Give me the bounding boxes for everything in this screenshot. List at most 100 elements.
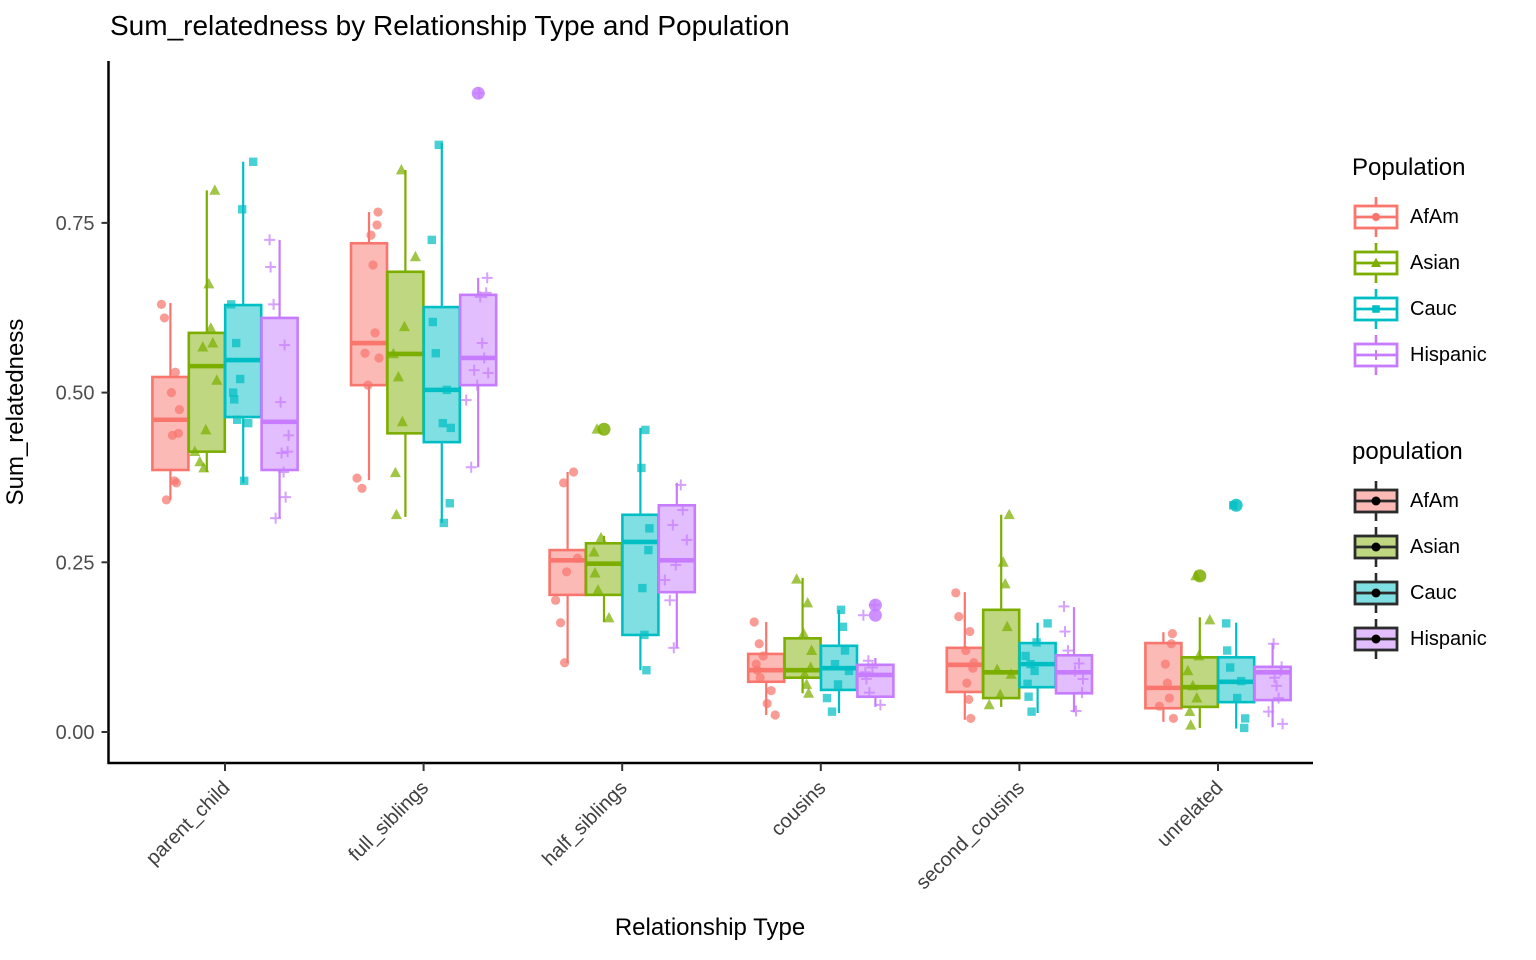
x-tick-label: full_siblings [344,777,433,866]
point-plus [460,394,472,406]
x-tick-label: half_siblings [538,777,631,870]
point-plus [681,534,693,546]
point-plus [278,466,290,478]
box-iqr [621,513,660,637]
point-square [1032,638,1041,647]
boxplot-key-icon [1353,335,1399,375]
point-plus [1277,718,1289,730]
legend-title: Population [1352,154,1466,181]
point-plus [866,662,878,674]
point-triangle [994,688,1006,700]
point-square [1024,692,1033,701]
point-circle [951,588,961,598]
point-plus [1273,692,1285,704]
boxplot-key-icon [1353,573,1399,613]
point-triangle [197,341,209,352]
box-iqr [1144,641,1183,710]
box-cousins-AfAm [746,617,786,720]
box-unrelated-Cauc [1216,498,1256,733]
point-plus [1275,665,1287,677]
point-plus [1263,706,1275,718]
box-second_cousins-Hispanic [1054,600,1094,717]
point-triangle [591,423,603,434]
point-triangle [589,567,601,578]
point-plus [1059,626,1071,638]
point-plus [471,379,483,391]
box-iqr [584,541,624,597]
point-triangle [1187,679,1199,691]
point-circle [166,388,176,398]
box-parent_child-Cauc [223,157,263,486]
point-square [1043,619,1052,628]
x-axis-title: Relationship Type [614,914,806,941]
point-triangle [1003,508,1015,520]
box-half_siblings-Cauc [621,425,660,675]
point-square [442,385,451,395]
legend-item-label: Cauc [1410,297,1457,320]
point-triangle [194,455,206,467]
point-square [1372,305,1380,313]
box-cousins-Asian [783,573,822,698]
point-triangle [803,687,815,698]
boxplot-key-icon [1353,243,1399,283]
point-plus [1268,638,1280,650]
point-circle [770,710,780,720]
point-plus [860,673,872,685]
point-plus [1269,672,1281,684]
x-tick-label: second_cousins [912,777,1029,894]
point-plus [465,461,477,473]
point-circle [167,430,177,440]
point-circle [368,260,378,270]
point-triangle [1182,664,1194,676]
point-plus [473,87,485,99]
point-triangle [207,337,219,348]
legend-item-label: AfAm [1410,205,1459,228]
legend-item-Hispanic: Hispanic [1352,616,1487,662]
box-cousins-Hispanic [856,598,895,711]
point-square [427,235,436,245]
legend-item-label: Hispanic [1410,627,1487,650]
point-circle [352,473,362,483]
point-square [1027,707,1036,716]
point-circle [551,595,561,605]
point-plus [1058,600,1070,612]
box-second_cousins-Asian [981,508,1021,710]
point-circle [755,673,765,683]
point-circle [366,230,376,240]
point-circle [1154,701,1164,711]
point-circle [766,685,776,696]
point-square [446,423,455,433]
point-plus [659,574,671,586]
point-square [1023,679,1032,689]
point-circle [762,698,772,709]
point-square [644,545,653,555]
point-square [445,499,454,508]
box-half_siblings-AfAm [548,467,587,668]
point-square [638,583,647,593]
point-circle [360,348,370,358]
point-plus [481,272,493,284]
point-square [827,707,837,716]
point-triangle [203,277,215,289]
point-square [1026,659,1035,669]
legend-item-label: AfAm [1410,489,1459,512]
point-circle [966,713,976,724]
boxplot-key-icon [1353,527,1399,567]
point-square [232,338,241,348]
box-full_siblings-Cauc [422,140,462,528]
point-plus [670,559,682,571]
point-circle [758,651,768,661]
point-triangle [802,597,814,608]
legend-item-AfAm: AfAm [1352,478,1487,524]
point-square [844,666,854,676]
point-square [833,680,843,689]
point-plus [265,261,277,273]
boxplot-key-icon [1353,619,1399,659]
legend-population-lower: population AfAm Asian Cauc Hispanic [1352,438,1487,662]
point-triangle [997,556,1009,567]
x-tick-label: cousins [767,777,831,841]
box-parent_child-Asian [187,184,227,473]
boxplot-key-icon [1353,197,1399,237]
point-triangle [592,584,604,595]
